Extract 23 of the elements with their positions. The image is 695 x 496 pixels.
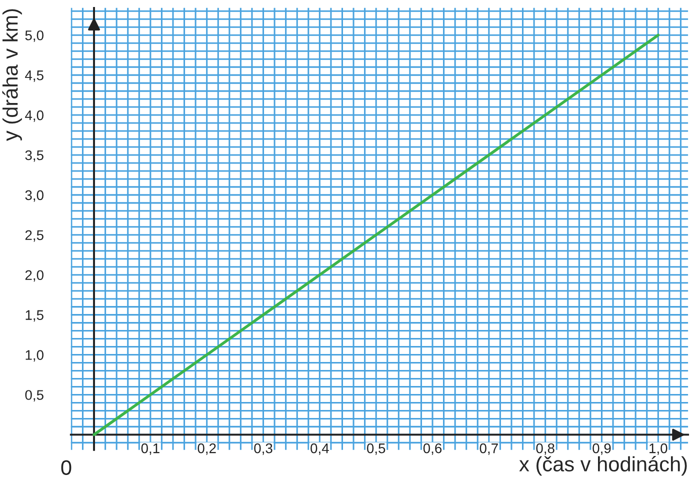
- y-tick-label: 4,0: [25, 110, 44, 122]
- x-tick-label: 0,9: [592, 443, 611, 455]
- x-tick-label: 1,0: [650, 443, 668, 455]
- y-tick-label: 1,5: [26, 310, 44, 322]
- y-tick-label: 3,5: [25, 150, 44, 162]
- y-tick-label: 4,5: [25, 70, 44, 82]
- x-axis-title: x (čas v hodinách): [519, 456, 687, 476]
- x-tick-label: 0,4: [310, 443, 329, 455]
- x-tick-label: 0,3: [254, 443, 272, 455]
- x-tick-label: 0,1: [141, 443, 160, 455]
- x-tick-label: 0,2: [198, 443, 216, 455]
- y-tick-label: 5,0: [25, 30, 44, 42]
- y-tick-label: 0,5: [25, 390, 44, 402]
- x-tick-label: 0,8: [536, 443, 554, 455]
- x-tick-label: 0,5: [366, 443, 386, 455]
- y-tick-label: 2,5: [25, 230, 44, 242]
- x-tick-label: 0,7: [480, 443, 498, 455]
- y-tick-label: 2,0: [25, 270, 44, 282]
- annotation: 0: [61, 460, 72, 475]
- x-tick-label: 0,6: [423, 443, 442, 455]
- y-axis-title: y (dráha v km): [2, 9, 22, 141]
- y-tick-label: 3,0: [25, 190, 44, 202]
- y-tick-label: 1,0: [26, 350, 44, 362]
